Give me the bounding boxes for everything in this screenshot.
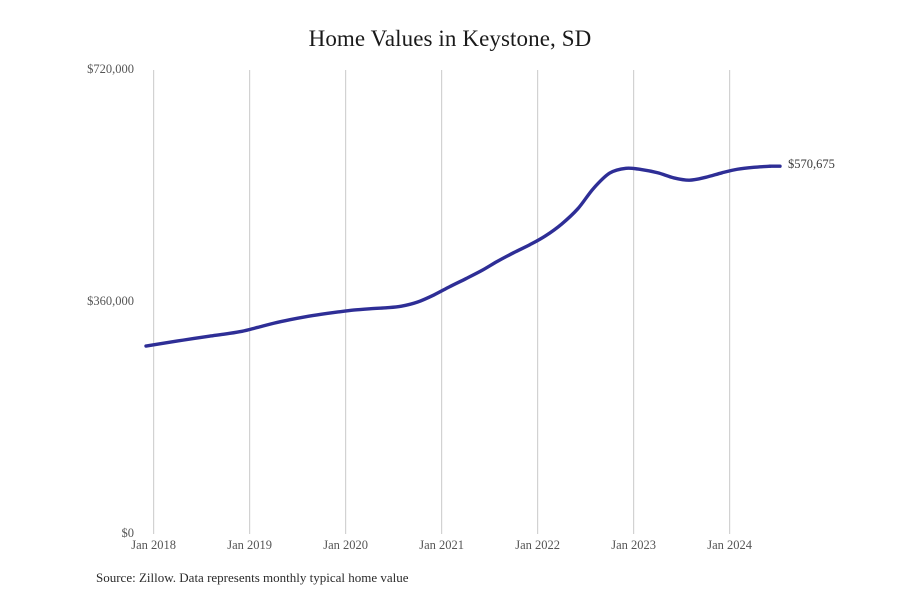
chart-gridlines bbox=[153, 70, 731, 534]
end-value-label: $570,675 bbox=[788, 157, 835, 172]
source-note: Source: Zillow. Data represents monthly … bbox=[96, 570, 409, 585]
x-axis-tick-jan-2024: Jan 2024 bbox=[707, 538, 753, 552]
x-axis-tick-jan-2019: Jan 2019 bbox=[227, 538, 273, 552]
y-axis-tick-0: $0 bbox=[121, 526, 135, 540]
y-axis-tick-360000: $360,000 bbox=[87, 294, 134, 308]
page-title: Home Values in Keystone, SD bbox=[308, 26, 592, 51]
x-axis-tick-jan-2022: Jan 2022 bbox=[515, 538, 561, 552]
x-axis-tick-jan-2020: Jan 2020 bbox=[323, 538, 369, 552]
x-axis-tick-jan-2021: Jan 2021 bbox=[419, 538, 465, 552]
y-axis-tick-720000: $720,000 bbox=[87, 62, 134, 76]
x-axis-tick-jan-2023: Jan 2023 bbox=[611, 538, 657, 552]
series-line-typical-home-value bbox=[144, 164, 772, 348]
x-axis-tick-jan-2018: Jan 2018 bbox=[131, 538, 177, 552]
